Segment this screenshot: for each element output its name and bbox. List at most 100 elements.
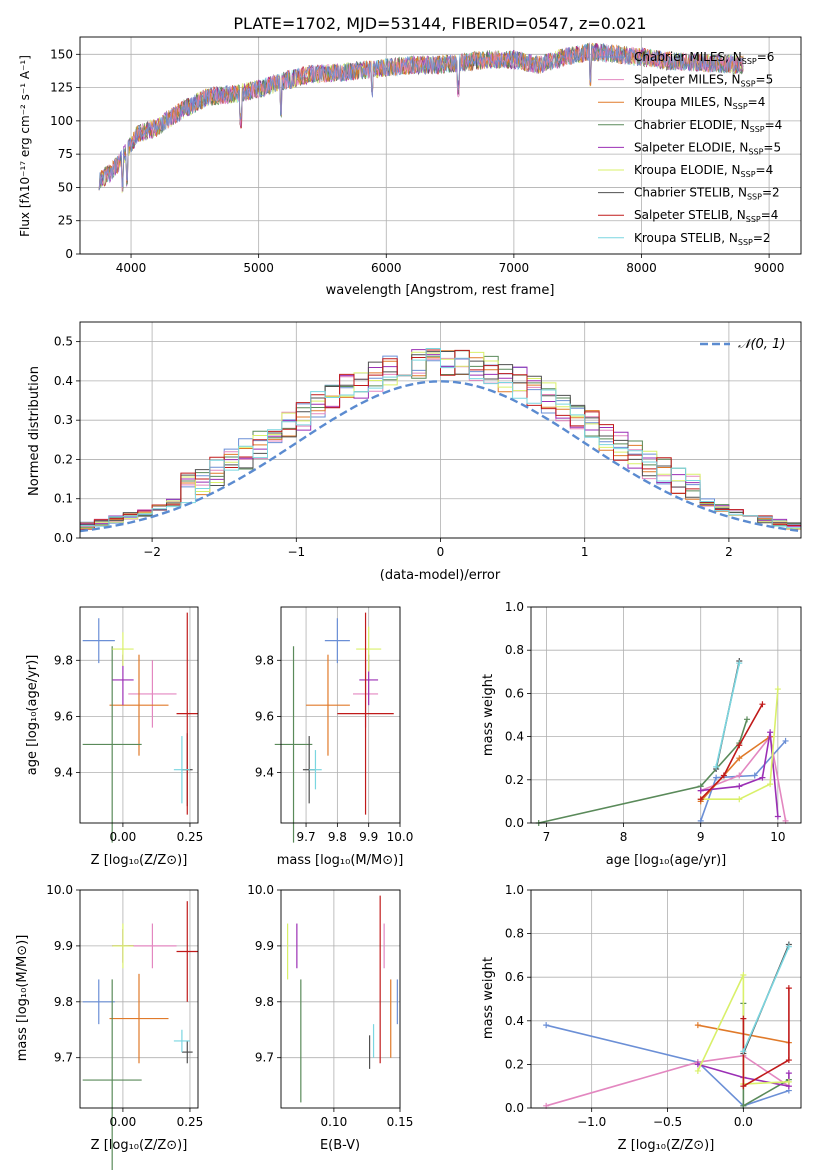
x-tick-label: 6000: [371, 261, 402, 275]
legend-count: =4: [761, 208, 779, 222]
age-weight-y-label: mass weight: [481, 674, 496, 756]
legend-entry: Chabrier STELIB, NSSP=2: [634, 186, 780, 202]
x-tick-label: 0.25: [177, 1115, 204, 1129]
y-tick-label: 0.8: [505, 643, 524, 657]
series-point: [713, 763, 720, 770]
mass-weight-series: [742, 1003, 790, 1108]
x-tick-label: 5000: [243, 261, 274, 275]
spectrum-legend: Chabrier MILES, NSSP=6 Salpeter MILES, NS…: [598, 50, 782, 247]
series-point: [736, 660, 743, 667]
y-tick-label: 9.7: [54, 1051, 73, 1065]
legend-entry: Salpeter ELODIE, NSSP=5: [634, 140, 781, 156]
series-point: [694, 1067, 701, 1074]
plot-frame: [280, 606, 401, 824]
x-tick-label: −0.5: [653, 1115, 682, 1129]
y-tick-label: 50: [58, 180, 73, 194]
y-tick-label: 9.8: [54, 995, 73, 1009]
y-tick-label: 10.0: [46, 883, 73, 897]
legend-entry: Salpeter MILES, NSSP=5: [634, 73, 773, 89]
legend-count: =6: [757, 50, 775, 64]
legend-entry: Kroupa MILES, NSSP=4: [634, 95, 765, 111]
y-tick-label: 0.6: [505, 970, 524, 984]
residual-histogram-panel: −2 −1 0 1 2 0.0 0.1 0.2 0.3 0.4 0.5 𝒩(0, 1) (data-m…: [27, 321, 802, 583]
legend-entry: Chabrier MILES, NSSP=6: [634, 50, 774, 66]
x-tick-label: 9000: [754, 261, 785, 275]
y-tick-label: 0.0: [505, 1101, 524, 1115]
mass-weight-series: [538, 719, 748, 824]
y-tick-label: 0.6: [505, 686, 524, 700]
x-tick-label: 4000: [116, 261, 147, 275]
y-tick-label: 0: [65, 247, 73, 261]
z-age-panel: 0.00 0.25 9.4 9.6 9.8 Z [log₁₀(Z/Z⊙)] age [l…: [25, 606, 204, 868]
x-tick-label: 0.00: [110, 830, 137, 844]
z-mass-x-label: Z [log₁₀(Z/Z⊙)]: [91, 1138, 188, 1153]
histogram-y-label: Normed distribution: [27, 366, 42, 496]
x-tick-label: 9.7: [297, 830, 316, 844]
legend-subscript: SSP: [746, 215, 761, 224]
y-tick-label: 0.0: [54, 531, 73, 545]
x-tick-label: −2: [143, 545, 161, 559]
mass-weight-series: [715, 663, 741, 767]
series-point: [736, 783, 743, 790]
legend-count: =5: [763, 140, 781, 154]
legend-count: =4: [765, 118, 783, 132]
y-tick-label: 0.3: [54, 413, 73, 427]
y-tick-label: 1.0: [505, 883, 524, 897]
x-tick-label: 0.25: [177, 830, 204, 844]
ebv-mass-x-label: E(B-V): [320, 1138, 360, 1153]
y-tick-label: 0.4: [54, 374, 73, 388]
mass-weight-series: [546, 1024, 790, 1107]
y-tick-label: 9.9: [54, 939, 73, 953]
y-tick-label: 9.9: [255, 939, 274, 953]
legend-entry: 𝒩(0, 1): [738, 337, 785, 352]
series-point: [697, 787, 704, 794]
y-tick-label: 9.4: [54, 766, 73, 780]
histogram-series: [80, 348, 801, 529]
x-tick-label: 8000: [626, 261, 657, 275]
y-tick-label: 1.0: [505, 600, 524, 614]
legend-subscript: SSP: [748, 147, 763, 156]
z-weight-x-label: Z [log₁₀(Z/Z⊙)]: [618, 1138, 715, 1153]
legend-subscript: SSP: [747, 193, 762, 202]
y-tick-label: 0.4: [505, 730, 524, 744]
x-tick-label: 9: [697, 830, 705, 844]
plot-frame: [530, 889, 802, 1109]
x-tick-label: 1: [581, 545, 589, 559]
legend-count: =5: [756, 73, 774, 87]
x-tick-label: 10: [770, 830, 785, 844]
y-tick-label: 9.7: [255, 1051, 274, 1065]
z-weight-panel: −1.0 −0.5 0.0 0.0 0.2 0.4 0.6 0.8 1.0 Z [log₁₀(Z…: [481, 883, 802, 1153]
legend-entry: Salpeter STELIB, NSSP=4: [634, 208, 778, 224]
x-tick-label: 0.15: [387, 1115, 414, 1129]
x-tick-label: 0.00: [110, 1115, 137, 1129]
legend-count: =4: [748, 95, 766, 109]
series-point: [759, 701, 766, 708]
legend-entry: Chabrier ELODIE, NSSP=4: [634, 118, 782, 134]
x-tick-label: 2: [725, 545, 733, 559]
mass-weight-series: [700, 734, 787, 821]
series-point: [740, 972, 747, 979]
spectrum-x-label: wavelength [Angstrom, rest frame]: [326, 283, 555, 298]
legend-subscript: SSP: [741, 170, 756, 179]
histogram-x-label: (data-model)/error: [380, 568, 501, 583]
series-point: [767, 781, 774, 788]
x-tick-label: 0.10: [321, 1115, 348, 1129]
legend-entry: Kroupa ELODIE, NSSP=4: [634, 163, 773, 179]
y-tick-label: 0.8: [505, 927, 524, 941]
x-tick-label: 0: [437, 545, 445, 559]
plot-frame: [79, 36, 802, 255]
series-point: [759, 774, 766, 781]
ebv-mass-panel: 0.10 0.15 9.7 9.8 9.9 10.0 E(B-V): [247, 883, 413, 1153]
y-tick-label: 25: [58, 214, 73, 228]
series-point: [740, 1048, 747, 1055]
y-tick-label: 0.2: [505, 1057, 524, 1071]
mass-age-panel: 9.7 9.8 9.9 10.0 9.4 9.6 9.8 mass [log₁₀(M/M⊙)…: [255, 606, 414, 868]
legend-subscript: SSP: [738, 238, 753, 247]
age-weight-x-label: age [log₁₀(age/yr)]: [606, 853, 727, 868]
spectrum-panel: 4000 5000 6000 7000 8000 9000 0 25 50 75 100 125 150…: [18, 36, 802, 298]
series-point: [751, 772, 758, 779]
series-point: [782, 737, 789, 744]
x-tick-label: 10.0: [387, 830, 414, 844]
mass-weight-series: [700, 689, 779, 800]
